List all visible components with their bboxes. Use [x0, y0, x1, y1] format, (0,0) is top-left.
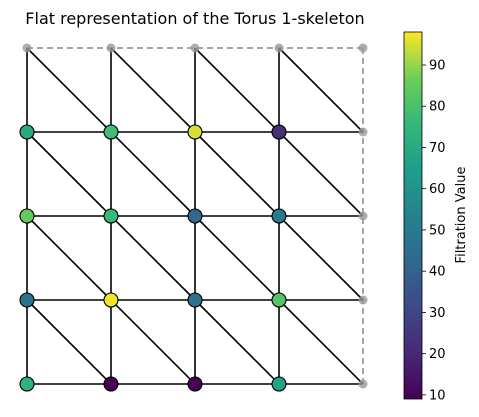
ghost-vertex: [358, 379, 368, 389]
ghost-vertex: [358, 43, 368, 53]
colorbar-tick-label: 70: [429, 141, 446, 156]
vertex: [19, 292, 35, 308]
edge-diagonal: [194, 299, 280, 385]
vertex: [103, 292, 119, 308]
edge-diagonal: [194, 131, 280, 217]
edge-diagonal: [194, 215, 280, 301]
vertex: [187, 124, 203, 140]
colorbar-gradient: [403, 31, 423, 400]
ghost-vertex: [358, 127, 368, 137]
ghost-vertex: [106, 43, 116, 53]
vertex: [19, 376, 35, 392]
page-title: Flat representation of the Torus 1-skele…: [25, 9, 364, 28]
colorbar-tick-label: 60: [429, 182, 446, 197]
boundary-lines: [27, 47, 364, 384]
edge-diagonal: [278, 131, 364, 217]
vertex: [187, 376, 203, 392]
vertices: [19, 124, 287, 392]
vertex: [271, 376, 287, 392]
edge-diagonal: [26, 299, 112, 385]
ghost-vertex: [190, 43, 200, 53]
colorbar-label: Filtration Value: [454, 167, 469, 264]
edge-diagonal: [278, 215, 364, 301]
vertex: [19, 124, 35, 140]
ghost-vertex: [358, 295, 368, 305]
edge-diagonal: [26, 47, 112, 133]
colorbar-tick-label: 80: [429, 100, 446, 115]
edge-diagonal: [194, 47, 280, 133]
vertex: [187, 208, 203, 224]
colorbar: 10 20 30 40 50 60 70 80 90 Filtration Value: [403, 31, 469, 403]
vertex: [187, 292, 203, 308]
colorbar-ticks: 10 20 30 40 50 60 70 80 90: [422, 58, 446, 403]
colorbar-tick-label: 20: [429, 347, 446, 362]
colorbar-tick-label: 30: [429, 306, 446, 321]
ghost-vertex: [358, 211, 368, 221]
vertex: [103, 376, 119, 392]
edge-diagonal: [278, 299, 364, 385]
edge-diagonal: [26, 131, 112, 217]
edge-diagonal: [110, 131, 196, 217]
edge-diagonal: [26, 215, 112, 301]
edges: [26, 47, 364, 385]
vertex: [103, 124, 119, 140]
ghost-vertex: [274, 43, 284, 53]
edge-diagonal: [110, 299, 196, 385]
colorbar-tick-label: 40: [429, 265, 446, 280]
edge-diagonal: [110, 47, 196, 133]
vertex: [271, 292, 287, 308]
colorbar-tick-label: 10: [429, 388, 446, 403]
edge-diagonal: [278, 47, 364, 133]
colorbar-tick-label: 50: [429, 223, 446, 238]
ghost-vertex: [22, 43, 32, 53]
ghost-vertices: [22, 43, 368, 389]
colorbar-tick-label: 90: [429, 58, 446, 73]
vertex: [103, 208, 119, 224]
vertex: [271, 124, 287, 140]
vertex: [271, 208, 287, 224]
edge-diagonal: [110, 215, 196, 301]
vertex: [19, 208, 35, 224]
